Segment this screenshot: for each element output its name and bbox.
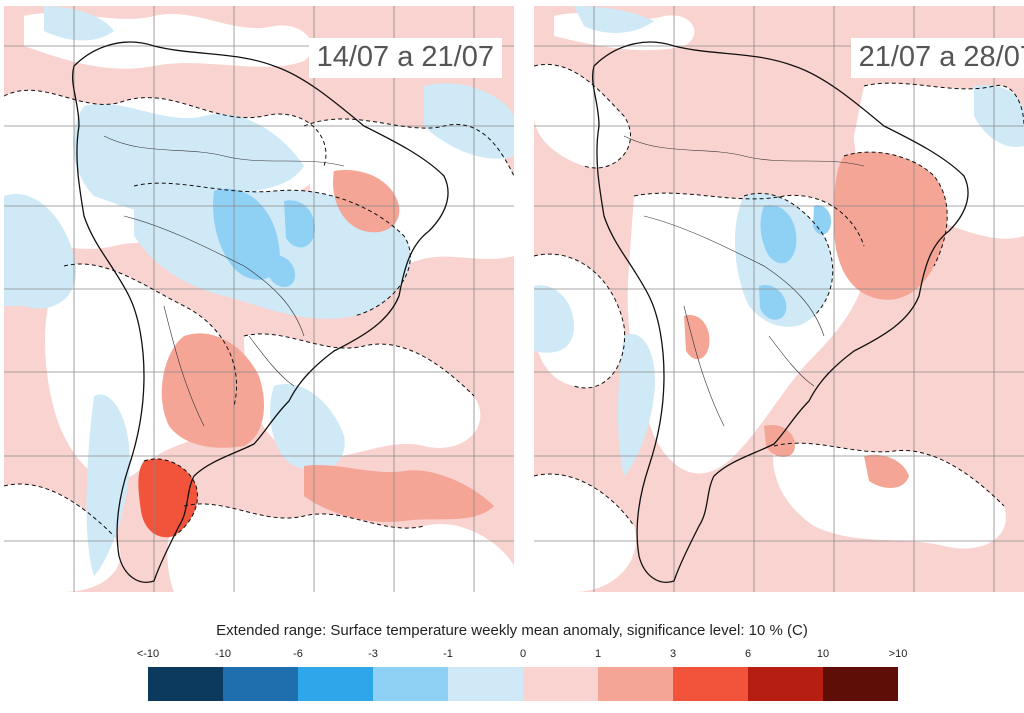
period-label: 21/07 a 28/07 — [850, 38, 1024, 78]
colorbar-segment-2 — [298, 667, 373, 701]
colorbar-segment-9 — [823, 667, 898, 701]
cool-mid-areas — [213, 188, 315, 288]
warm-mid-areas — [161, 170, 494, 522]
map-panel-week-1: 14/07 a 21/07 — [4, 6, 514, 592]
legend-tick-label: 1 — [594, 648, 602, 660]
warm-mid-areas — [684, 152, 948, 488]
legend-tick-label: <-10 — [136, 648, 160, 660]
legend-tick-label: 10 — [816, 648, 830, 660]
legend-title: Extended range: Surface temperature week… — [216, 622, 808, 639]
anomaly-map-week-1 — [4, 6, 514, 592]
colorbar-segment-3 — [373, 667, 448, 701]
significance-contours — [534, 63, 1024, 527]
continent-outline — [72, 41, 449, 583]
legend-colorbar — [148, 667, 898, 701]
colorbar-segment-6 — [598, 667, 673, 701]
colorbar-segment-0 — [148, 667, 223, 701]
legend-tick-label: 0 — [519, 648, 527, 660]
colorbar-segment-7 — [673, 667, 748, 701]
anomaly-map-week-2 — [534, 6, 1024, 592]
legend-tick-label: -1 — [443, 648, 453, 660]
legend-tick-label: -10 — [215, 648, 231, 660]
period-label: 14/07 a 21/07 — [308, 38, 502, 78]
legend-tick-label: 3 — [669, 648, 677, 660]
continent-outline — [592, 41, 969, 583]
legend-tick-label: -6 — [293, 648, 303, 660]
significance-contours — [4, 89, 514, 537]
legend-tick-label: 6 — [744, 648, 752, 660]
colorbar-segment-4 — [448, 667, 523, 701]
colorbar-segment-1 — [223, 667, 298, 701]
lat-lon-grid — [4, 6, 514, 592]
country-borders — [623, 135, 865, 427]
legend-tick-label: >10 — [888, 648, 908, 660]
country-borders — [103, 135, 345, 427]
colorbar-segment-5 — [523, 667, 598, 701]
colorbar-segment-8 — [748, 667, 823, 701]
legend-tick-label: -3 — [368, 648, 378, 660]
map-panel-week-2: 21/07 a 28/07 — [534, 6, 1024, 592]
